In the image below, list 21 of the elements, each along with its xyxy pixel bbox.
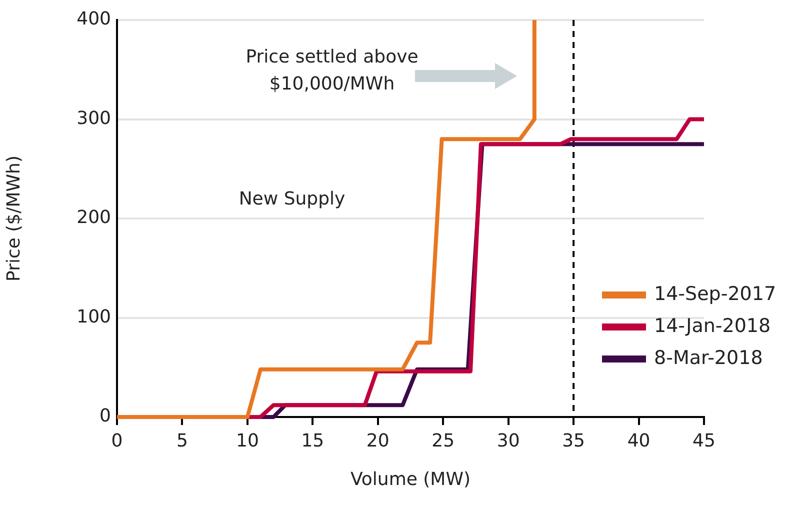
annotation: Price settled above $10,000/MWh [246, 46, 418, 95]
x-tick-label: 40 [627, 430, 650, 452]
legend-label: 14-Sep-2017 [654, 282, 776, 305]
y-tick-label: 100 [76, 306, 111, 328]
x-tick-label: 15 [301, 430, 324, 452]
y-axis-title: Price ($/MWh) [3, 156, 24, 282]
legend-label: 14-Jan-2018 [654, 314, 771, 337]
y-tick-label: 400 [76, 8, 111, 30]
y-tick-label: 300 [76, 108, 111, 129]
x-tick-label: 30 [496, 430, 520, 452]
x-tick-label: 10 [236, 430, 259, 452]
legend-label: 8-Mar-2018 [654, 346, 763, 369]
x-tick-label: 35 [562, 430, 586, 452]
x-tick-label: 25 [432, 430, 455, 452]
x-tick-label: 20 [366, 430, 390, 452]
x-axis-title: Volume (MW) [350, 468, 471, 490]
y-tick-label: 0 [100, 406, 111, 427]
x-tick-label: 45 [692, 430, 716, 452]
y-tick-label: 200 [76, 207, 111, 228]
annotation: New Supply [238, 188, 346, 210]
x-tick-label: 5 [176, 430, 188, 452]
